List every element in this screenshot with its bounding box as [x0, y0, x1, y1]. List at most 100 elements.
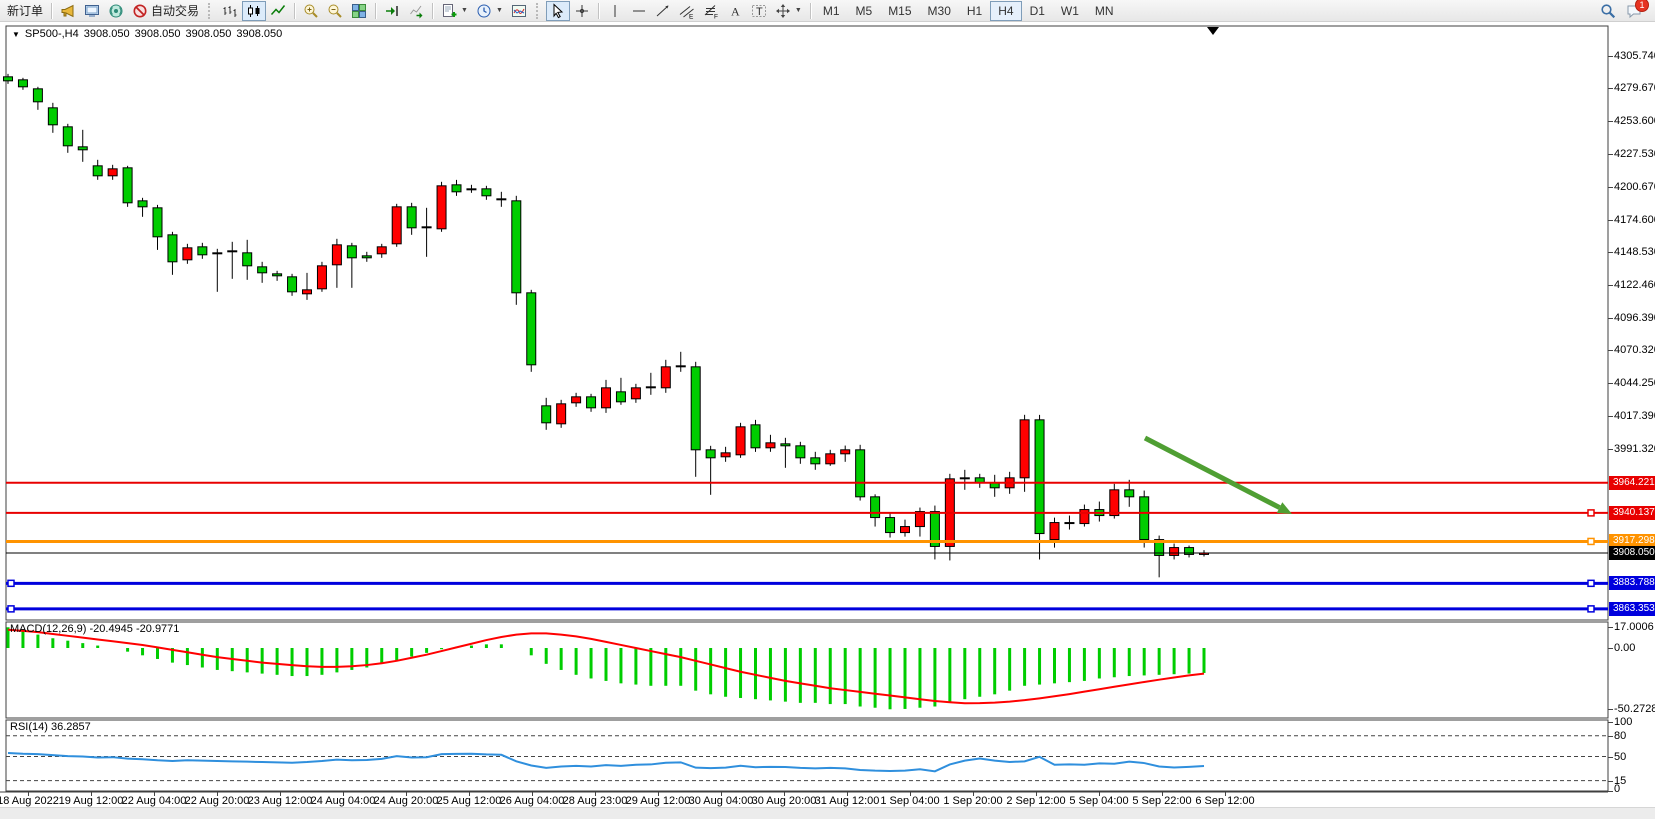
time-axis-tick — [280, 792, 281, 796]
zoom-in-button[interactable] — [299, 1, 323, 21]
macd-axis-tick — [1608, 648, 1613, 649]
timeframe-button-h4[interactable]: H4 — [990, 0, 1022, 21]
channel-tool-button[interactable]: E — [675, 1, 699, 21]
macd-main-value: -20.4945 — [89, 623, 133, 635]
rsi-axis-label: 50 — [1614, 750, 1627, 763]
macd-axis-tick — [1608, 627, 1613, 629]
label-tool-button[interactable]: T — [747, 1, 771, 21]
auto-trading-button[interactable]: 自动交易 — [128, 1, 203, 21]
timeframe-button-m1[interactable]: M1 — [822, 3, 840, 18]
time-axis-label: 18 Aug 2022 — [0, 795, 59, 807]
indicators-button[interactable] — [507, 1, 531, 21]
chevron-down-icon[interactable]: ▼ — [794, 7, 802, 14]
arrows-tool-button[interactable]: ▼ — [771, 1, 806, 21]
cursor-icon — [550, 2, 566, 19]
chart-shift-icon — [408, 3, 424, 19]
price-axis-label: 3991.320 — [1614, 442, 1655, 455]
candlestick-chart-type-button[interactable] — [242, 0, 267, 21]
time-axis-tick — [1162, 792, 1163, 796]
trendline-tool-button[interactable] — [651, 1, 675, 21]
timeframe-button-mn[interactable]: MN — [1094, 3, 1114, 18]
trendline-icon — [655, 3, 671, 19]
price-axis-label: 4096.390 — [1614, 311, 1655, 324]
main-chart[interactable] — [6, 26, 1608, 620]
crosshair-tool-button[interactable] — [570, 1, 594, 21]
ohlc-open: 3908.050 — [83, 28, 130, 40]
chevron-down-icon[interactable]: ▼ — [461, 7, 468, 14]
time-axis-tick — [343, 792, 344, 796]
timeframe-button-d1[interactable]: D1 — [1029, 3, 1045, 18]
chevron-down-icon[interactable]: ▼ — [12, 30, 20, 39]
price-axis-tick — [1608, 252, 1613, 254]
tile-windows-button[interactable] — [347, 1, 371, 21]
line-chart-type-button[interactable] — [266, 1, 290, 21]
timeframe-button-m5[interactable]: M5 — [855, 3, 873, 18]
price-axis-tick — [1608, 219, 1613, 221]
price-axis-tick — [1608, 88, 1613, 90]
data-feed-button[interactable] — [104, 1, 128, 21]
timeframe-button-m15[interactable]: M15 — [888, 3, 912, 18]
chart-shift-button[interactable] — [404, 1, 428, 21]
rsi-panel[interactable] — [6, 720, 1608, 791]
time-axis-tick — [784, 792, 785, 796]
notification-badge: 1 — [1635, 0, 1649, 12]
svg-text:T: T — [756, 6, 763, 18]
price-axis-tick — [1608, 448, 1613, 450]
price-axis-tick — [1608, 284, 1613, 286]
time-axis-label: 5 Sep 22:00 — [1132, 795, 1192, 807]
vertical-line-tool-button[interactable] — [603, 1, 627, 21]
time-axis-label: 30 Aug 20:00 — [751, 795, 817, 807]
new-chart-button[interactable]: ▼ — [437, 1, 472, 21]
horizontal-line-icon — [631, 3, 647, 19]
time-axis-label: 29 Aug 12:00 — [625, 795, 691, 807]
time-axis-label: 1 Sep 04:00 — [880, 795, 940, 807]
horizontal-line-tool-button[interactable] — [627, 1, 651, 21]
price-axis-tick — [1608, 121, 1613, 123]
new-order-button[interactable]: 新订单 — [3, 1, 47, 21]
timeframe-button-h1[interactable]: H1 — [966, 3, 983, 18]
rsi-axis-tick — [1608, 722, 1613, 723]
price-axis-tick — [1608, 416, 1613, 418]
periods-button[interactable]: ▼ — [472, 1, 507, 21]
time-axis-tick — [28, 792, 29, 796]
alerts-button[interactable] — [56, 1, 80, 21]
svg-text:E: E — [689, 13, 694, 19]
search-icon — [1601, 3, 1616, 18]
macd-axis-label: -50.2728 — [1614, 703, 1655, 716]
bar-chart-type-button[interactable] — [218, 1, 242, 21]
macd-panel[interactable] — [6, 622, 1608, 718]
market-watch-button[interactable] — [80, 1, 104, 21]
time-axis-tick — [532, 792, 533, 796]
timeframe-button-m30[interactable]: M30 — [927, 3, 951, 18]
timeframe-button-w1[interactable]: W1 — [1060, 3, 1079, 18]
price-axis[interactable] — [1609, 26, 1655, 791]
search-button[interactable] — [1598, 1, 1618, 21]
chevron-down-icon[interactable]: ▼ — [495, 7, 503, 14]
time-axis-tick — [721, 792, 722, 796]
line-chart-icon — [270, 3, 286, 19]
scroll-to-end-button[interactable] — [380, 1, 404, 21]
monitor-icon — [84, 3, 100, 19]
time-axis-tick — [595, 792, 596, 796]
new-order-button-label: 新订单 — [7, 4, 44, 18]
notifications-button[interactable]: 1 — [1624, 0, 1649, 21]
macd-axis-label: 17.0006 — [1614, 621, 1654, 634]
time-axis-tick — [847, 792, 848, 796]
scroll-to-end-marker[interactable] — [1207, 27, 1219, 35]
text-tool-button[interactable]: A — [723, 1, 747, 21]
time-axis-tick — [1099, 792, 1100, 796]
arrows-icon — [775, 3, 791, 19]
fibonacci-tool-button[interactable]: F — [699, 1, 723, 21]
toolbar-separator — [375, 2, 377, 19]
fibonacci-icon: F — [703, 3, 719, 19]
clock-icon — [476, 3, 492, 19]
cursor-tool-button[interactable] — [545, 0, 570, 21]
price-axis-label: 4305.740 — [1614, 49, 1655, 62]
svg-text:F: F — [714, 13, 718, 19]
zoom-out-button[interactable] — [323, 1, 347, 21]
macd-axis-tick — [1608, 709, 1613, 711]
chart-symbol-period: SP500-,H4 — [24, 28, 79, 40]
rsi-axis-label: 0 — [1614, 783, 1621, 795]
time-axis-tick — [469, 792, 470, 796]
